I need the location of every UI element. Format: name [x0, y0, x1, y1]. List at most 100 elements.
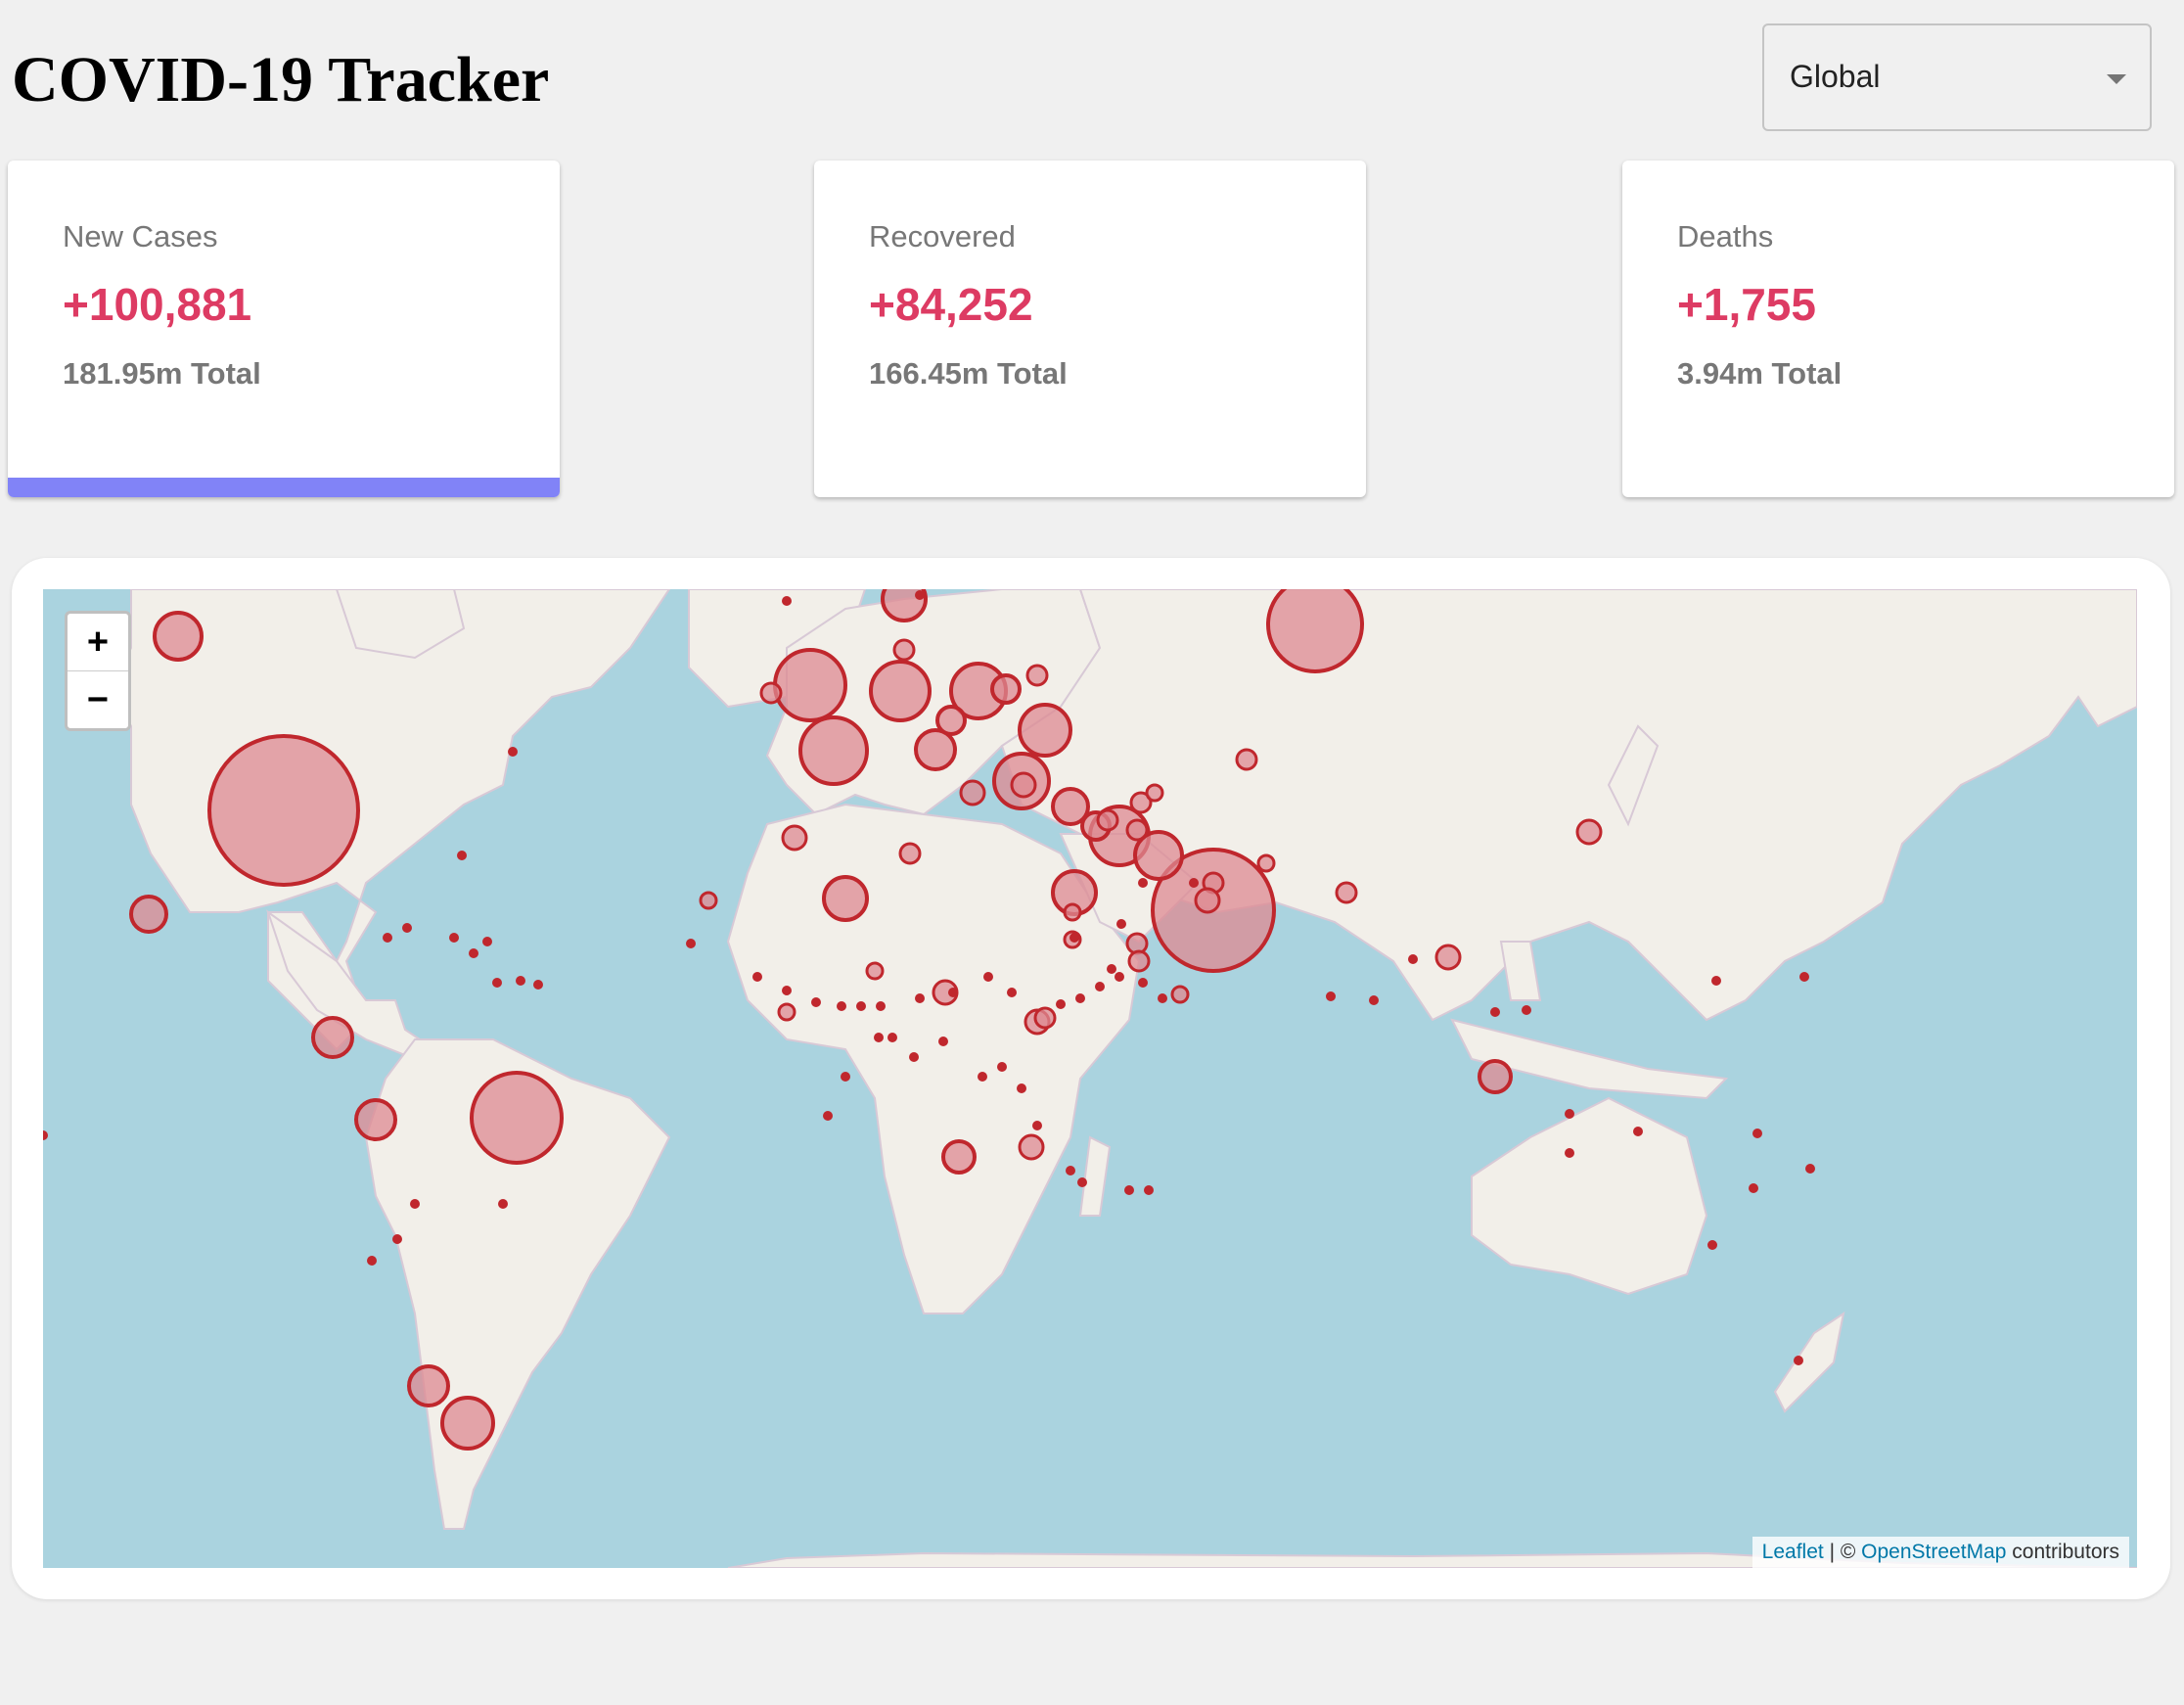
case-bubble[interactable] — [699, 891, 718, 910]
case-dot[interactable] — [782, 596, 792, 606]
case-bubble[interactable] — [1025, 664, 1049, 687]
case-dot[interactable] — [492, 978, 502, 988]
deaths-card[interactable]: Deaths +1,755 3.94m Total — [1622, 161, 2174, 497]
case-dot[interactable] — [887, 1033, 897, 1042]
case-bubble[interactable] — [1256, 853, 1276, 873]
case-dot[interactable] — [1326, 991, 1336, 1001]
case-dot[interactable] — [1408, 954, 1418, 964]
case-bubble[interactable] — [153, 611, 204, 662]
case-dot[interactable] — [874, 1033, 884, 1042]
case-bubble[interactable] — [798, 715, 869, 786]
case-dot[interactable] — [811, 997, 821, 1007]
recovered-card[interactable]: Recovered +84,252 166.45m Total — [814, 161, 1366, 497]
case-dot[interactable] — [909, 1052, 919, 1062]
case-dot[interactable] — [1490, 1007, 1500, 1017]
case-dot[interactable] — [1522, 1005, 1531, 1015]
case-bubble[interactable] — [407, 1364, 450, 1407]
case-bubble[interactable] — [935, 705, 967, 736]
osm-link[interactable]: OpenStreetMap — [1861, 1541, 2007, 1563]
case-bubble[interactable] — [440, 1396, 495, 1451]
case-dot[interactable] — [533, 980, 543, 990]
case-dot[interactable] — [978, 1072, 987, 1082]
case-dot[interactable] — [498, 1199, 508, 1209]
case-bubble[interactable] — [869, 660, 932, 722]
case-dot[interactable] — [1124, 1185, 1134, 1195]
case-dot[interactable] — [410, 1199, 420, 1209]
case-dot[interactable] — [1711, 976, 1721, 986]
case-bubble[interactable] — [990, 673, 1022, 705]
case-dot[interactable] — [1189, 878, 1199, 888]
case-dot[interactable] — [1633, 1127, 1643, 1136]
case-bubble[interactable] — [822, 875, 869, 922]
case-dot[interactable] — [856, 1001, 866, 1011]
case-bubble[interactable] — [1133, 830, 1184, 881]
case-bubble[interactable] — [1434, 944, 1462, 971]
case-bubble[interactable] — [1145, 783, 1164, 803]
case-dot[interactable] — [402, 923, 412, 933]
zoom-out-button[interactable]: − — [86, 679, 110, 720]
case-dot[interactable] — [1107, 964, 1116, 974]
case-dot[interactable] — [1077, 1177, 1087, 1187]
case-bubble[interactable] — [207, 734, 360, 887]
case-dot[interactable] — [752, 972, 762, 982]
country-select[interactable]: Global — [1762, 23, 2152, 131]
case-bubble[interactable] — [914, 728, 957, 771]
case-bubble[interactable] — [1018, 1133, 1045, 1161]
case-bubble[interactable] — [1575, 818, 1603, 846]
world-map[interactable]: + − Leaflet | © OpenStreetMap contributo… — [43, 589, 2137, 1568]
case-dot[interactable] — [1056, 999, 1066, 1009]
case-dot[interactable] — [1565, 1109, 1574, 1119]
case-dot[interactable] — [915, 590, 925, 600]
case-dot[interactable] — [938, 1037, 948, 1046]
case-dot[interactable] — [1369, 995, 1379, 1005]
case-bubble[interactable] — [1051, 787, 1090, 826]
case-dot[interactable] — [1138, 878, 1148, 888]
case-dot[interactable] — [1069, 933, 1079, 943]
case-dot[interactable] — [1032, 1121, 1042, 1130]
case-bubble[interactable] — [1335, 881, 1358, 904]
case-bubble[interactable] — [1033, 1006, 1057, 1030]
case-bubble[interactable] — [865, 961, 885, 981]
case-dot[interactable] — [1116, 919, 1126, 929]
case-bubble[interactable] — [881, 589, 928, 622]
case-dot[interactable] — [915, 993, 925, 1003]
case-bubble[interactable] — [1235, 748, 1258, 771]
case-dot[interactable] — [1095, 982, 1105, 991]
case-bubble[interactable] — [1125, 818, 1149, 842]
case-bubble[interactable] — [959, 779, 986, 806]
case-dot[interactable] — [1799, 972, 1809, 982]
case-dot[interactable] — [1794, 1356, 1803, 1365]
case-dot[interactable] — [392, 1234, 402, 1244]
case-dot[interactable] — [1565, 1148, 1574, 1158]
case-dot[interactable] — [516, 976, 525, 986]
case-dot[interactable] — [469, 948, 478, 958]
case-dot[interactable] — [1144, 1185, 1154, 1195]
case-bubble[interactable] — [759, 681, 783, 705]
case-dot[interactable] — [983, 972, 993, 982]
case-dot[interactable] — [1017, 1083, 1026, 1093]
case-dot[interactable] — [1752, 1129, 1762, 1138]
case-dot[interactable] — [1749, 1183, 1758, 1193]
case-dot[interactable] — [457, 851, 467, 860]
case-bubble[interactable] — [1096, 808, 1119, 832]
case-dot[interactable] — [823, 1111, 833, 1121]
case-bubble[interactable] — [1170, 985, 1190, 1004]
case-dot[interactable] — [1707, 1240, 1717, 1250]
leaflet-link[interactable]: Leaflet — [1761, 1541, 1824, 1563]
case-bubble[interactable] — [1018, 703, 1072, 758]
case-dot[interactable] — [482, 937, 492, 946]
case-bubble[interactable] — [1129, 791, 1153, 814]
case-bubble[interactable] — [773, 648, 847, 722]
case-bubble[interactable] — [1266, 589, 1364, 673]
new-cases-card[interactable]: New Cases +100,881 181.95m Total — [8, 161, 560, 497]
case-dot[interactable] — [367, 1256, 377, 1266]
case-bubble[interactable] — [1063, 902, 1082, 922]
case-bubble[interactable] — [781, 824, 808, 852]
case-bubble[interactable] — [777, 1002, 796, 1022]
case-dot[interactable] — [1007, 988, 1017, 997]
case-bubble[interactable] — [311, 1016, 354, 1059]
case-dot[interactable] — [782, 986, 792, 995]
case-dot[interactable] — [837, 1001, 846, 1011]
case-dot[interactable] — [508, 747, 518, 757]
case-bubble[interactable] — [129, 895, 168, 934]
